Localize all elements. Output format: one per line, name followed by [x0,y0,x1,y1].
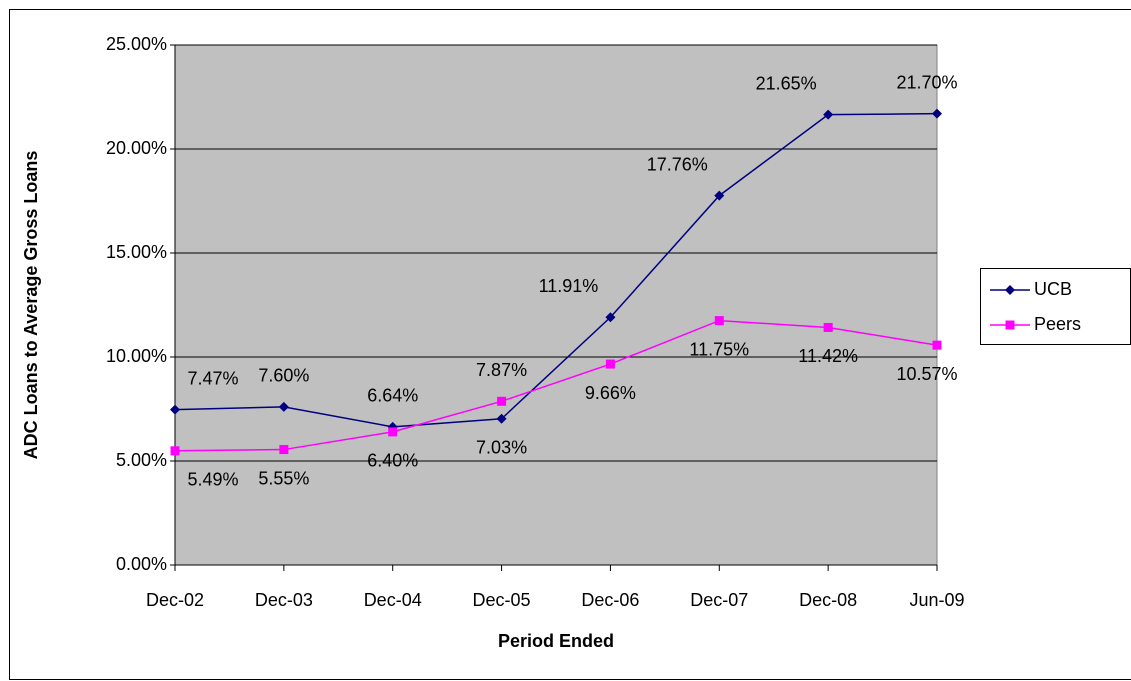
data-point [714,190,725,201]
y-tick-label: 20.00% [106,138,167,158]
y-axis-title: ADC Loans to Average Gross Loans [21,151,41,460]
data-point [170,446,180,456]
data-label: 7.47% [187,368,238,388]
data-point [497,396,507,406]
data-point [714,316,724,326]
legend-marker [1005,285,1015,295]
data-label: 11.91% [539,276,599,296]
y-tick-label: 25.00% [106,34,167,54]
x-axis-title: Period Ended [498,631,614,651]
data-label: 21.70% [896,72,957,92]
data-point [170,404,180,415]
legend [980,268,1131,345]
legend-label: Peers [1034,314,1081,334]
data-label: 17.76% [647,154,708,174]
data-label: 7.03% [476,438,527,458]
data-label: 11.42% [798,346,858,366]
data-point [605,312,616,323]
data-point [496,413,507,424]
y-tick-label: 5.00% [116,450,167,470]
data-point [823,322,833,332]
data-point [279,445,289,455]
legend-marker [1005,320,1015,330]
data-label: 11.75% [689,339,749,359]
y-tick-label: 0.00% [116,554,167,574]
data-point [388,427,398,437]
x-tick-label: Dec-02 [146,590,204,610]
data-label: 5.49% [187,470,238,490]
legend-label: UCB [1034,279,1072,299]
data-label: 7.60% [258,366,309,386]
data-label: 10.57% [896,364,957,384]
data-label: 21.65% [756,73,817,93]
data-point [932,108,942,119]
data-point [823,109,834,120]
x-tick-label: Dec-06 [581,590,639,610]
x-tick-label: Dec-08 [799,590,857,610]
y-tick-label: 15.00% [106,242,167,262]
x-tick-label: Dec-03 [255,590,313,610]
x-tick-label: Dec-04 [364,590,422,610]
data-label: 7.87% [476,360,527,380]
data-label: 9.66% [585,383,636,403]
data-point [932,340,942,350]
data-label: 6.64% [367,386,418,406]
x-tick-label: Dec-05 [473,590,531,610]
x-tick-label: Dec-07 [690,590,748,610]
data-label: 5.55% [258,468,309,488]
data-point [278,401,289,412]
x-tick-label: Jun-09 [909,590,964,610]
series-line [174,112,938,428]
y-tick-label: 10.00% [106,346,167,366]
series-line [174,319,938,452]
plot-area [174,44,938,566]
data-label: 6.40% [367,451,418,471]
data-point [605,359,615,369]
